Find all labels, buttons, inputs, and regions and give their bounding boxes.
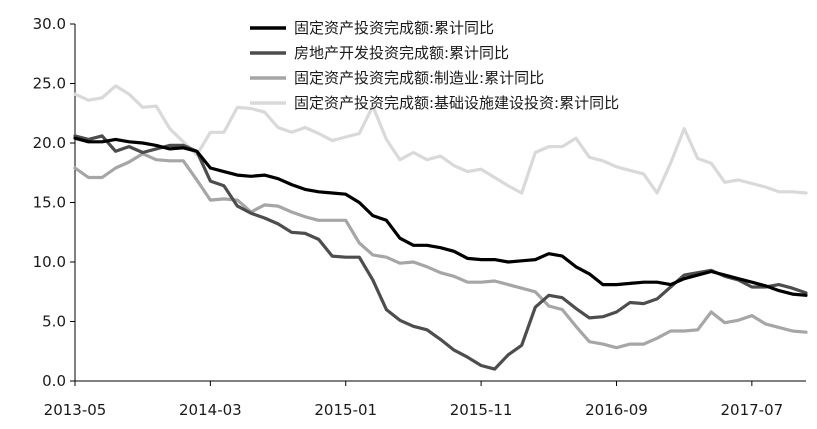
series-line-1 [73, 136, 808, 297]
legend-label-1: 固定资产投资完成额:累计同比 [294, 19, 494, 37]
x-tick-label: 2016-09 [585, 401, 648, 419]
series-line-3 [73, 152, 808, 350]
series-line-2 [73, 134, 808, 371]
y-tick-label: 20.0 [33, 134, 66, 152]
y-tick-label: 30.0 [33, 15, 66, 33]
x-tick-label: 2015-01 [314, 401, 377, 419]
y-tick-label: 10.0 [33, 253, 66, 271]
x-axis: 2013-05 2014-03 2015-01 2015-11 2016-09 2017-… [44, 380, 806, 419]
y-tick-label: 25.0 [33, 75, 66, 93]
x-tick-label: 2015-11 [450, 401, 513, 419]
y-tick-label: 15.0 [33, 194, 66, 212]
series-lines [73, 84, 808, 371]
y-axis: 0.0 5.0 10.0 15.0 20.0 25.0 30.0 [33, 15, 76, 390]
x-tick-label: 2017-07 [721, 401, 784, 419]
legend-label-3: 固定资产投资完成额:制造业:累计同比 [294, 69, 544, 87]
y-tick-label: 0.0 [42, 372, 66, 390]
y-tick-label: 5.0 [42, 313, 66, 331]
x-tick-label: 2014-03 [179, 401, 242, 419]
x-tick-label: 2013-05 [44, 401, 107, 419]
legend-label-4: 固定资产投资完成额:基础设施建设投资:累计同比 [294, 94, 619, 112]
legend-label-2: 房地产开发投资完成额:累计同比 [294, 44, 509, 62]
legend: 固定资产投资完成额:累计同比房地产开发投资完成额:累计同比固定资产投资完成额:制… [250, 19, 619, 112]
